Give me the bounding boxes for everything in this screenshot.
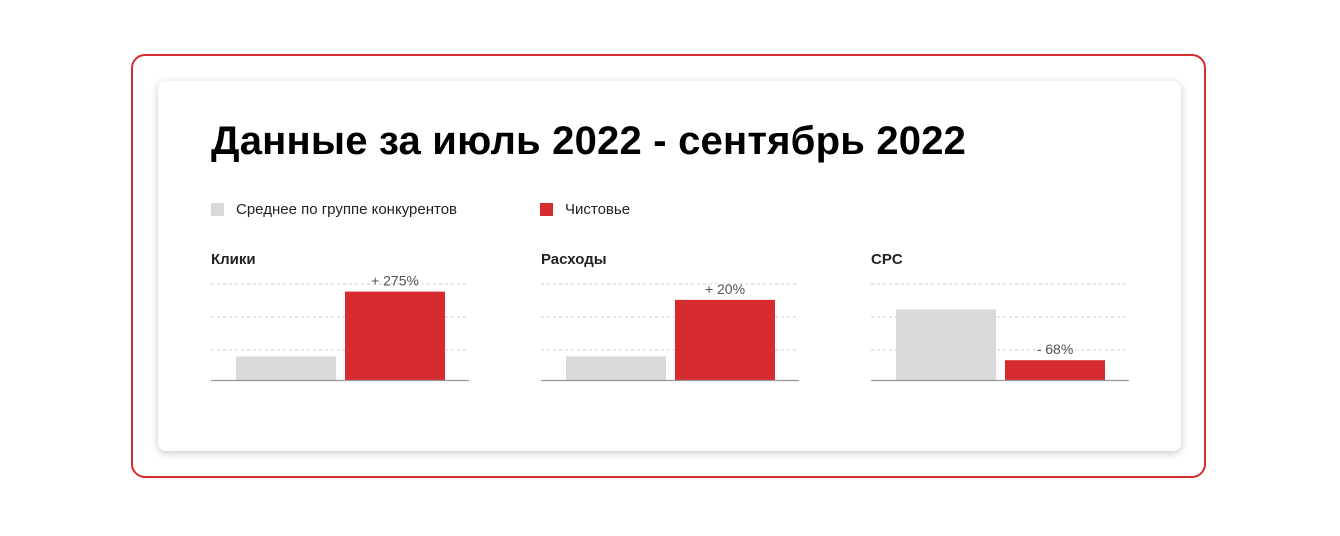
chart-clicks: Клики + 275%: [211, 251, 469, 411]
bar-annotation: + 20%: [705, 281, 745, 297]
bar-client: [675, 299, 775, 380]
bar-annotation: + 275%: [371, 273, 419, 289]
bar-client: [1005, 360, 1105, 380]
bar-competitors: [566, 356, 666, 380]
page-title: Данные за июль 2022 - сентябрь 2022: [211, 119, 967, 163]
outer-frame: [131, 54, 1206, 478]
chart-svg: - 68%: [871, 283, 1129, 382]
chart-svg: + 20%: [541, 281, 799, 382]
legend-item-competitors: Среднее по группе конкурентов: [211, 201, 457, 218]
chart-title: Клики: [211, 251, 256, 268]
legend-swatch-client: [540, 203, 553, 216]
chart-title: Расходы: [541, 251, 607, 268]
bar-competitors: [236, 356, 336, 380]
bar-client: [345, 291, 445, 380]
legend-swatch-competitors: [211, 203, 224, 216]
legend-label-competitors: Среднее по группе конкурентов: [236, 201, 458, 218]
chart-expenses: Расходы + 20%: [541, 251, 799, 411]
bar-competitors: [896, 309, 996, 380]
legend-label-client: Чистовье: [565, 201, 631, 218]
chart-cpc: CPC - 68%: [871, 251, 1129, 411]
stats-card: Данные за июль 2022 - сентябрь 2022 Сред…: [158, 81, 1181, 451]
legend-item-client: Чистовье: [540, 201, 630, 218]
bar-annotation: - 68%: [1037, 341, 1074, 357]
chart-title: CPC: [871, 251, 903, 268]
chart-svg: + 275%: [211, 273, 469, 382]
